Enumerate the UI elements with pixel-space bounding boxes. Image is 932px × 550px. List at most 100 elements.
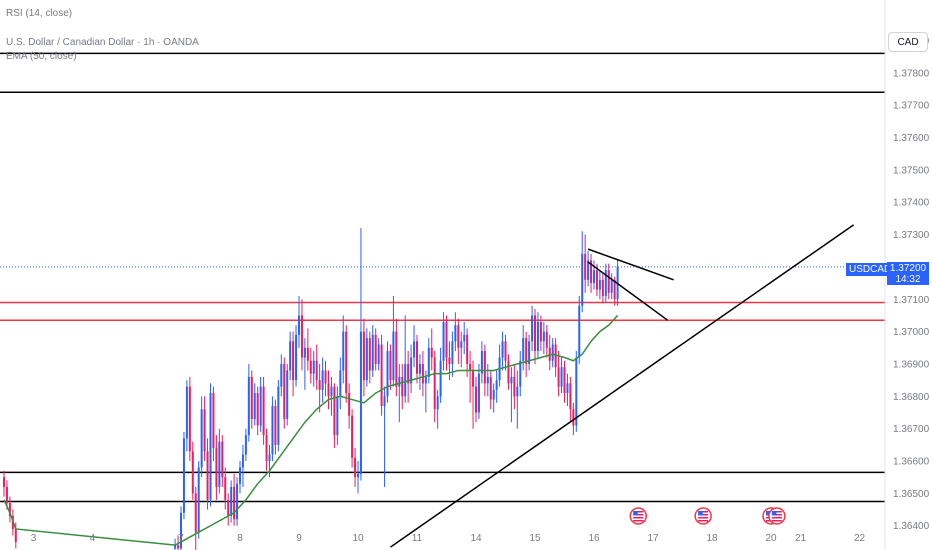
candle — [177, 535, 180, 550]
candle — [283, 357, 286, 429]
candle-body — [262, 386, 265, 436]
candle — [359, 228, 362, 481]
symbol-tag: USDCAD — [846, 263, 895, 276]
candle-body — [542, 331, 545, 342]
candle-body — [554, 344, 557, 368]
time-tick-label: 9 — [296, 533, 302, 544]
candle — [539, 315, 542, 352]
candle-body — [416, 341, 418, 374]
candle-body — [247, 376, 250, 436]
us-flag-event-icon[interactable] — [694, 507, 712, 525]
candle — [203, 396, 206, 462]
candle-body — [191, 451, 194, 494]
candle-body — [395, 331, 398, 387]
candle-body — [218, 441, 221, 487]
candle — [498, 344, 501, 387]
economic-event-icons[interactable] — [629, 507, 910, 525]
candle-body — [295, 334, 298, 381]
candle-body — [475, 386, 477, 413]
candle-body — [357, 473, 359, 478]
candle-body — [442, 321, 445, 361]
price-tick-label: 1.36400 — [893, 521, 930, 532]
trend-line[interactable] — [587, 261, 669, 321]
candle-body — [545, 331, 548, 348]
support-resistance-lines[interactable] — [0, 52, 885, 503]
candle — [501, 331, 504, 371]
candle — [477, 363, 480, 419]
candle — [581, 231, 584, 313]
candle-body — [271, 406, 274, 455]
candle — [578, 296, 581, 364]
candle — [424, 370, 427, 413]
candle — [318, 363, 321, 413]
candle-body — [348, 393, 351, 416]
candle-body — [578, 305, 581, 358]
candle — [398, 363, 401, 423]
candle — [191, 441, 194, 500]
candle-body — [309, 360, 312, 374]
us-flag-event-icon[interactable] — [629, 507, 647, 525]
candle-body — [398, 376, 401, 387]
flag-stripe — [633, 514, 644, 516]
candle-body — [224, 477, 227, 500]
rsi-indicator-label[interactable]: RSI (14, close) — [6, 8, 73, 19]
candle-body — [306, 347, 309, 361]
candle — [590, 253, 593, 293]
currency-button[interactable]: CAD — [888, 32, 928, 52]
candle-body — [177, 545, 180, 549]
candle — [439, 347, 442, 403]
candle — [383, 386, 386, 487]
candle — [315, 344, 318, 390]
candle-body — [244, 435, 247, 455]
candle-body — [522, 338, 525, 361]
time-tick-label: 3 — [31, 533, 37, 544]
candle-body — [380, 344, 383, 407]
candle-body — [354, 457, 357, 478]
flag-stripe — [771, 511, 782, 513]
trend-line[interactable] — [390, 224, 855, 548]
candle-body — [492, 389, 495, 400]
candle — [513, 363, 516, 410]
candle-body — [362, 331, 365, 381]
candle-body — [563, 367, 566, 394]
candle — [333, 383, 336, 449]
time-tick-label: 15 — [529, 533, 541, 544]
candle — [368, 331, 371, 384]
flag-ring — [629, 507, 647, 525]
candle-body — [303, 347, 306, 358]
candle-body — [528, 341, 531, 364]
candle — [377, 338, 380, 371]
candle-body — [256, 393, 259, 426]
us-flag-event-icon[interactable] — [768, 507, 786, 525]
candle — [215, 435, 218, 500]
trend-line[interactable] — [587, 248, 674, 281]
candle-body — [250, 376, 253, 419]
ema-indicator-label[interactable]: EMA (50, close) — [6, 51, 77, 62]
candle-body — [324, 370, 327, 384]
price-tick-label: 1.36800 — [893, 392, 930, 403]
candle-body — [519, 360, 522, 387]
candle-body — [327, 383, 330, 397]
candle — [342, 315, 345, 384]
candle-body — [430, 347, 433, 358]
candle — [371, 325, 374, 377]
candle — [221, 435, 224, 487]
candle-body — [185, 386, 188, 439]
candle — [416, 334, 418, 384]
candle-body — [383, 396, 386, 407]
price-tick-label: 1.37800 — [893, 68, 930, 79]
candle-body — [613, 279, 616, 300]
price-tick-label: 1.37500 — [893, 165, 930, 176]
candle-body — [404, 363, 407, 397]
trend-lines[interactable] — [390, 224, 855, 548]
candle-body — [410, 357, 413, 384]
candle — [303, 338, 306, 390]
candle — [433, 351, 436, 423]
candle-body — [253, 393, 256, 419]
time-axis[interactable]: 3 4 7 8 9 10 11 14 15 16 17 18 20 21 22 — [31, 533, 866, 544]
candle — [244, 428, 247, 462]
time-tick-label: 21 — [795, 533, 807, 544]
candle-body — [292, 341, 295, 381]
candle-body — [274, 406, 277, 445]
